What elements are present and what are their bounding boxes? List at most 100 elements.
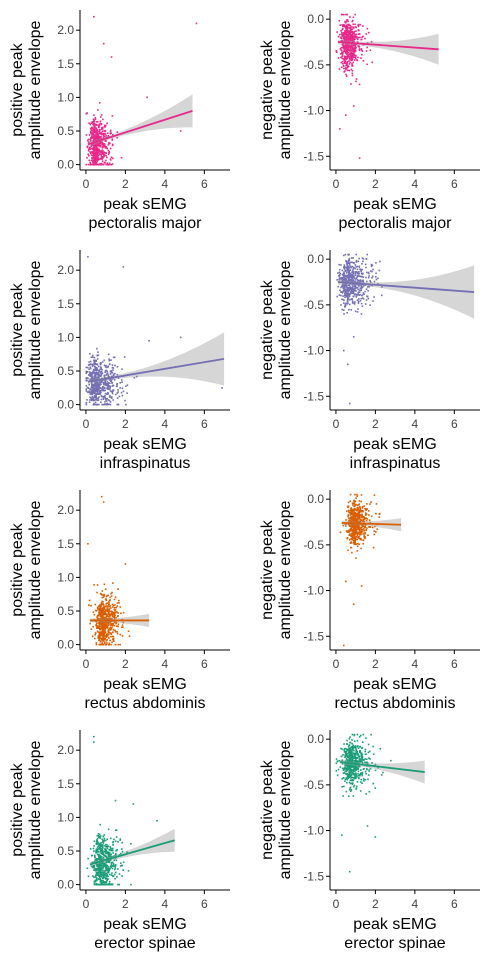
data-point [97,864,99,866]
y-tick-label: 0.0 [307,732,324,746]
data-point [349,304,351,306]
data-point [353,529,355,531]
data-point [102,627,104,629]
data-point [362,294,364,296]
data-point [91,130,93,132]
data-point [99,102,101,104]
data-point [107,851,109,853]
y-tick-label: 1.5 [57,57,74,71]
data-point [348,520,350,522]
data-point [372,746,374,748]
data-point [365,532,367,534]
data-point [100,627,102,629]
data-point [96,616,98,618]
data-point [344,70,346,72]
data-point [95,128,97,130]
data-point [112,613,114,615]
data-point [91,390,93,392]
data-point [117,615,119,617]
data-point [98,376,100,378]
data-point [117,841,119,843]
x-tick-label: 2 [372,897,379,911]
data-point [366,503,368,505]
data-point [94,399,96,401]
data-point [108,869,110,871]
data-point [96,644,98,646]
data-point [357,531,359,533]
data-point [86,371,88,373]
data-point [93,16,95,18]
data-point [356,786,358,788]
data-point [342,795,344,797]
data-point [344,768,346,770]
data-point [102,590,104,592]
data-point [99,824,101,826]
data-point [353,780,355,782]
data-point [348,514,350,516]
data-point [359,48,361,50]
data-point [101,150,103,152]
y-tick-label: -1.5 [303,389,324,403]
data-point [342,28,344,30]
data-point [110,132,112,134]
data-point [342,61,344,63]
data-point [357,45,359,47]
data-point [105,599,107,601]
data-point [352,535,354,537]
data-point [93,370,95,372]
data-point [347,254,349,256]
chart-panel: 0.0-0.5-1.0-1.50 2 4 6peak sEMGerector spin… [259,730,480,952]
x-tick-label: 2 [122,657,129,671]
data-point [366,769,368,771]
data-point [350,780,352,782]
data-point [109,629,111,631]
data-point [365,773,367,775]
data-point [352,50,354,52]
data-point [340,37,342,39]
data-point [102,157,104,159]
data-point [95,117,97,119]
y-axis-title: amplitude envelope [27,261,44,400]
data-point [97,160,99,162]
data-point [97,584,99,586]
data-point [342,54,344,56]
data-point [347,51,349,53]
data-point [342,286,344,288]
y-tick-label: -1.5 [303,629,324,643]
data-point [93,392,95,394]
data-point [104,131,106,133]
data-point [103,360,105,362]
data-point [112,158,114,160]
chart-panel: 0.00.51.01.52.00 2 4 6peak sEMGinfraspinatu… [9,250,230,472]
data-point [109,387,111,389]
data-point [93,869,95,871]
data-point [100,164,102,166]
data-point [363,734,365,736]
data-point [116,849,118,851]
y-axis-title: positive peak [9,522,26,616]
data-point [352,39,354,41]
data-point [102,603,104,605]
data-point [357,550,359,552]
data-point [344,37,346,39]
data-point [347,777,349,779]
data-point [351,65,353,67]
data-point [364,519,366,521]
x-axis-title: pectoralis major [339,215,453,232]
data-point [88,150,90,152]
data-point [367,518,369,520]
data-point [358,528,360,530]
data-point [341,58,343,60]
data-point [362,292,364,294]
data-point [94,361,96,363]
data-point [93,850,95,852]
data-point [366,47,368,49]
chart-panel: 0.0-0.5-1.0-1.50 2 4 6peak sEMGrectus abdom… [259,490,480,712]
x-tick-label: 6 [201,177,208,191]
data-point [100,116,102,118]
data-point [86,367,88,369]
data-point [382,772,384,774]
data-point [360,527,362,529]
data-point [107,372,109,374]
data-point [365,277,367,279]
